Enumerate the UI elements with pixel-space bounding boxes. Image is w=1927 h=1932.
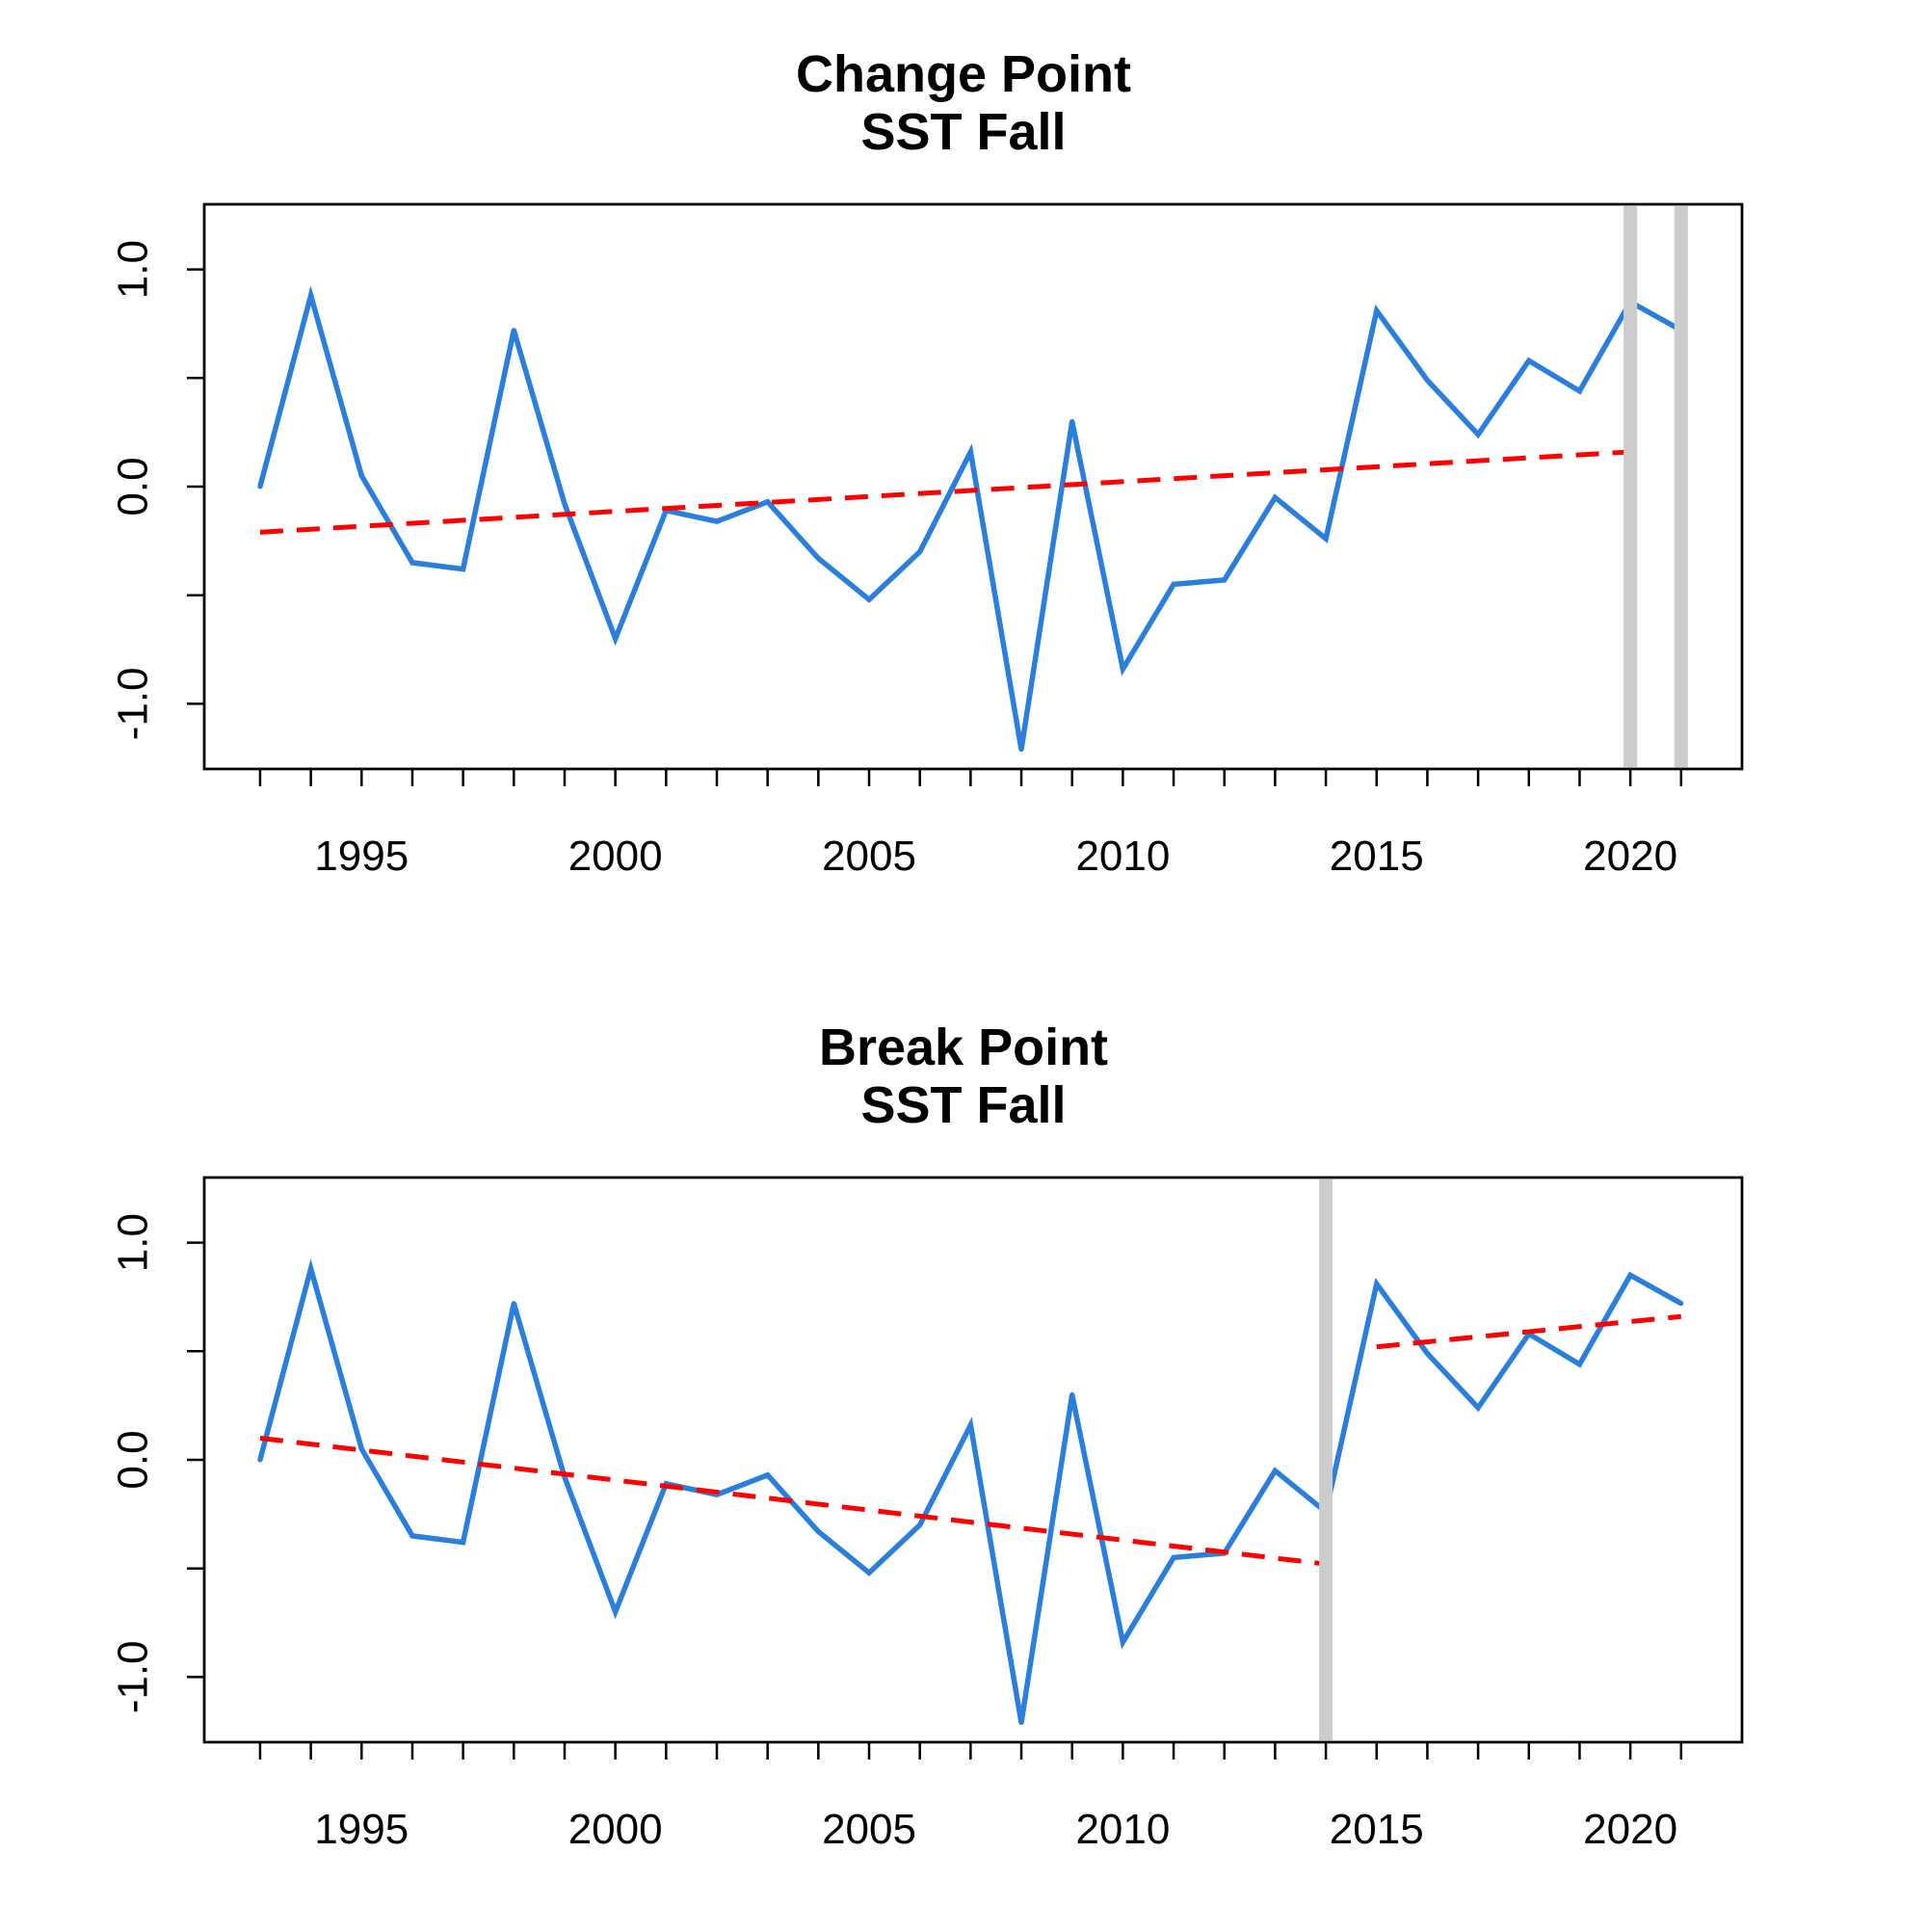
x-tick-label: 2015 [1330, 833, 1424, 880]
data-point [461, 567, 466, 572]
data-point [917, 1522, 923, 1528]
data-point [358, 1446, 364, 1452]
data-point [1069, 418, 1075, 424]
data-point [765, 499, 771, 505]
data-point [1678, 1301, 1684, 1307]
chart-subtitle: SST Fall [860, 103, 1066, 161]
chart-title: Change Point [796, 45, 1131, 103]
data-point [562, 501, 568, 507]
y-tick-label: -1.0 [109, 667, 156, 740]
y-tick-label: -1.0 [109, 1640, 156, 1713]
trend-line [259, 1435, 1327, 1567]
x-tick-label: 1995 [314, 1806, 409, 1853]
data-point [1576, 1362, 1582, 1367]
trend-line [1376, 1313, 1682, 1350]
data-point [967, 449, 973, 455]
y-tick-label: 1.0 [109, 1213, 156, 1272]
data-point [1120, 666, 1125, 672]
data-point [308, 293, 314, 299]
data-point [1120, 1639, 1125, 1645]
data-point [1171, 1554, 1176, 1560]
x-tick-label: 2020 [1583, 833, 1677, 880]
x-tick-label: 2015 [1330, 1806, 1424, 1853]
data-point [815, 1528, 821, 1534]
x-tick-label: 2005 [822, 1806, 916, 1853]
y-tick-label: 1.0 [109, 240, 156, 299]
data-point [1272, 494, 1278, 500]
data-point [1069, 1391, 1075, 1397]
plot-area: 1995 2000 2005 2010 2015 2020 -1.0 0.0 1.0 [109, 1176, 1744, 1853]
x-tick-label: 2020 [1583, 1806, 1677, 1853]
x-tick-label: 2000 [568, 1806, 663, 1853]
data-point [613, 636, 619, 642]
x-tick-label: 2010 [1075, 833, 1170, 880]
data-point [714, 518, 720, 524]
data-point [257, 1457, 263, 1463]
data-point [1576, 388, 1582, 394]
x-tick-label: 2010 [1075, 1806, 1170, 1853]
plot-area: 1995 2000 2005 2010 2015 2020 -1.0 0.0 1.0 [109, 202, 1744, 880]
data-point [461, 1540, 466, 1546]
trend-line [259, 449, 1631, 535]
data-point [1526, 357, 1532, 363]
chart-panel-break-point: Break Point SST Fall 1995 2000 2005 2010 201… [109, 1019, 1744, 1853]
y-tick-label: 0.0 [109, 1430, 156, 1489]
x-tick-label: 1995 [314, 833, 409, 880]
x-tick-label: 2005 [822, 833, 916, 880]
x-tick-label: 2000 [568, 833, 663, 880]
data-point [1018, 747, 1024, 753]
data-point [358, 473, 364, 479]
data-point [1475, 1405, 1481, 1411]
data-point [409, 560, 415, 566]
data-point [613, 1609, 619, 1615]
data-point [308, 1266, 314, 1272]
data-point [1323, 536, 1329, 542]
data-point [409, 1533, 415, 1539]
chart-panel-change-point: Change Point SST Fall 1995 2000 2005 2010 20… [109, 45, 1744, 880]
data-point [1222, 577, 1227, 583]
data-point [917, 549, 923, 555]
chart-title: Break Point [819, 1019, 1108, 1076]
data-point [1627, 1272, 1633, 1278]
data-point [866, 596, 872, 602]
data-point [1171, 581, 1176, 587]
data-point [815, 555, 821, 561]
data-point [1424, 378, 1430, 384]
data-point [866, 1570, 872, 1575]
data-point [511, 1301, 516, 1307]
data-point [765, 1472, 771, 1478]
data-point [1018, 1720, 1024, 1726]
data-point [257, 484, 263, 490]
data-point [511, 328, 516, 333]
data-point [1475, 432, 1481, 437]
data-point [1272, 1468, 1278, 1473]
data-point [1424, 1351, 1430, 1357]
data-point [1374, 1281, 1380, 1286]
data-point [967, 1422, 973, 1428]
data-point [1374, 307, 1380, 313]
chart-subtitle: SST Fall [860, 1076, 1066, 1134]
y-tick-label: 0.0 [109, 457, 156, 516]
